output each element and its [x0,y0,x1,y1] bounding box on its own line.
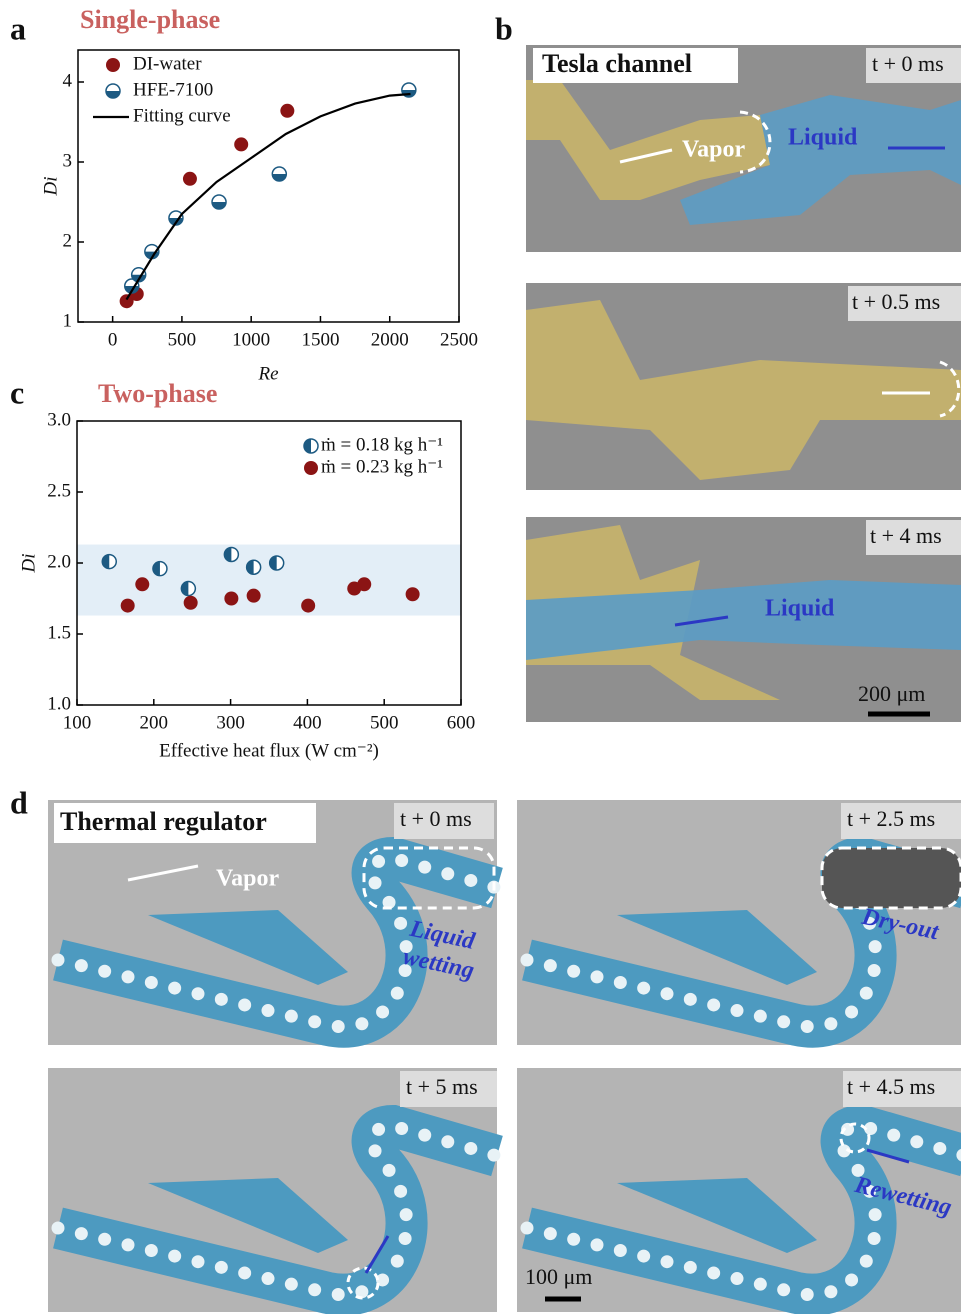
x-tick-label: 500 [168,329,197,350]
marker [119,294,134,309]
panel-title: Tesla channel [542,49,692,78]
panel-label: c [10,374,24,410]
legend-label: HFE-7100 [133,79,213,100]
time-label: t + 0.5 ms [852,289,940,314]
marker-half [102,554,110,569]
marker-half [269,556,277,570]
y-tick-label: 3 [63,150,73,171]
panel-title: Thermal regulator [60,807,267,836]
marker-half [304,439,311,453]
time-label: t + 0 ms [872,51,944,76]
legend-label: ṁ = 0.18 kg h⁻¹ [321,434,443,455]
y-tick-label: 1.5 [47,622,71,643]
x-tick-label: 1000 [232,329,270,350]
marker [183,595,198,610]
fit-line [125,92,411,301]
y-tick-label: 2.5 [47,480,71,501]
x-tick-label: 600 [447,712,476,733]
marker [357,577,372,592]
plot-frame [77,49,460,323]
chart-title: Single-phase [80,5,220,34]
panel-label: a [10,10,26,46]
y-tick-label: 1.0 [47,693,71,714]
panel-label: d [10,784,28,820]
y-axis-label: Di [18,554,39,574]
micrograph: t + 0.5 ms [526,283,961,490]
time-label: t + 2.5 ms [847,806,935,831]
x-tick-label: 300 [216,712,245,733]
marker [271,166,288,182]
marker [135,577,150,592]
marker [152,560,168,577]
marker-half [212,202,227,209]
y-tick-label: 4 [63,70,73,91]
micrograph: Rewetting t + 4.5 ms 100 μm [517,1068,961,1312]
marker [246,588,261,603]
time-label: t + 4 ms [870,523,942,548]
y-axis-label: Di [40,177,61,197]
annotation: Liquid [788,125,858,151]
x-tick-label: 100 [63,712,92,733]
x-tick-label: 400 [293,712,322,733]
marker [301,598,316,613]
marker [182,171,197,186]
micrograph: Tesla channel t + 0 ms Vapor Liquid [526,45,961,252]
x-tick-label: 2000 [371,329,409,350]
marker [280,103,295,118]
x-axis-label: Effective heat flux (W cm⁻²) [159,740,379,761]
y-tick-label: 3.0 [47,409,71,430]
marker [180,580,197,597]
marker [211,194,227,210]
legend-label: Fitting curve [133,105,231,126]
legend-label: DI-water [133,53,202,74]
legend-label: ṁ = 0.23 kg h⁻¹ [321,456,443,477]
x-tick-label: 1500 [301,329,339,350]
micrograph: t + 5 ms [48,1068,497,1312]
y-tick-label: 1 [63,310,73,331]
annotation: Liquid [765,596,835,622]
marker [106,58,120,72]
marker [120,598,135,613]
x-tick-label: 200 [140,712,169,733]
panel-label: b [495,10,513,46]
micrograph: Liquid t + 4 ms 200 μm [526,517,961,722]
micrograph: t + 2.5 ms Dry-out [517,800,961,1045]
marker [101,553,118,570]
chart-title: Two-phase [98,379,217,408]
marker [303,438,319,454]
time-label: t + 0 ms [400,806,472,831]
y-tick-label: 2 [63,230,73,251]
scale-bar-label: 200 μm [858,681,925,706]
x-tick-label: 2500 [440,329,478,350]
marker-half [152,561,160,576]
x-axis-label: Re [257,363,278,384]
y-tick-label: 2.0 [47,551,71,572]
marker-half [181,581,189,596]
time-label: t + 4.5 ms [847,1074,935,1099]
marker [234,137,249,152]
marker-half [246,560,254,575]
marker-half [106,91,120,98]
time-label: t + 5 ms [406,1074,478,1099]
marker-half [272,174,287,181]
annotation: Vapor [682,137,745,163]
scale-bar-label: 100 μm [525,1264,592,1289]
marker [223,546,240,563]
marker [224,591,239,606]
annotation: Vapor [216,866,279,892]
marker [268,555,285,571]
marker [105,83,121,99]
x-tick-label: 500 [370,712,399,733]
marker [304,461,318,475]
marker [405,587,420,602]
marker [245,559,262,576]
micrograph: Thermal regulator t + 0 ms Vapor Liquid … [48,800,497,1045]
x-tick-label: 0 [108,329,118,350]
marker-half [224,547,232,562]
